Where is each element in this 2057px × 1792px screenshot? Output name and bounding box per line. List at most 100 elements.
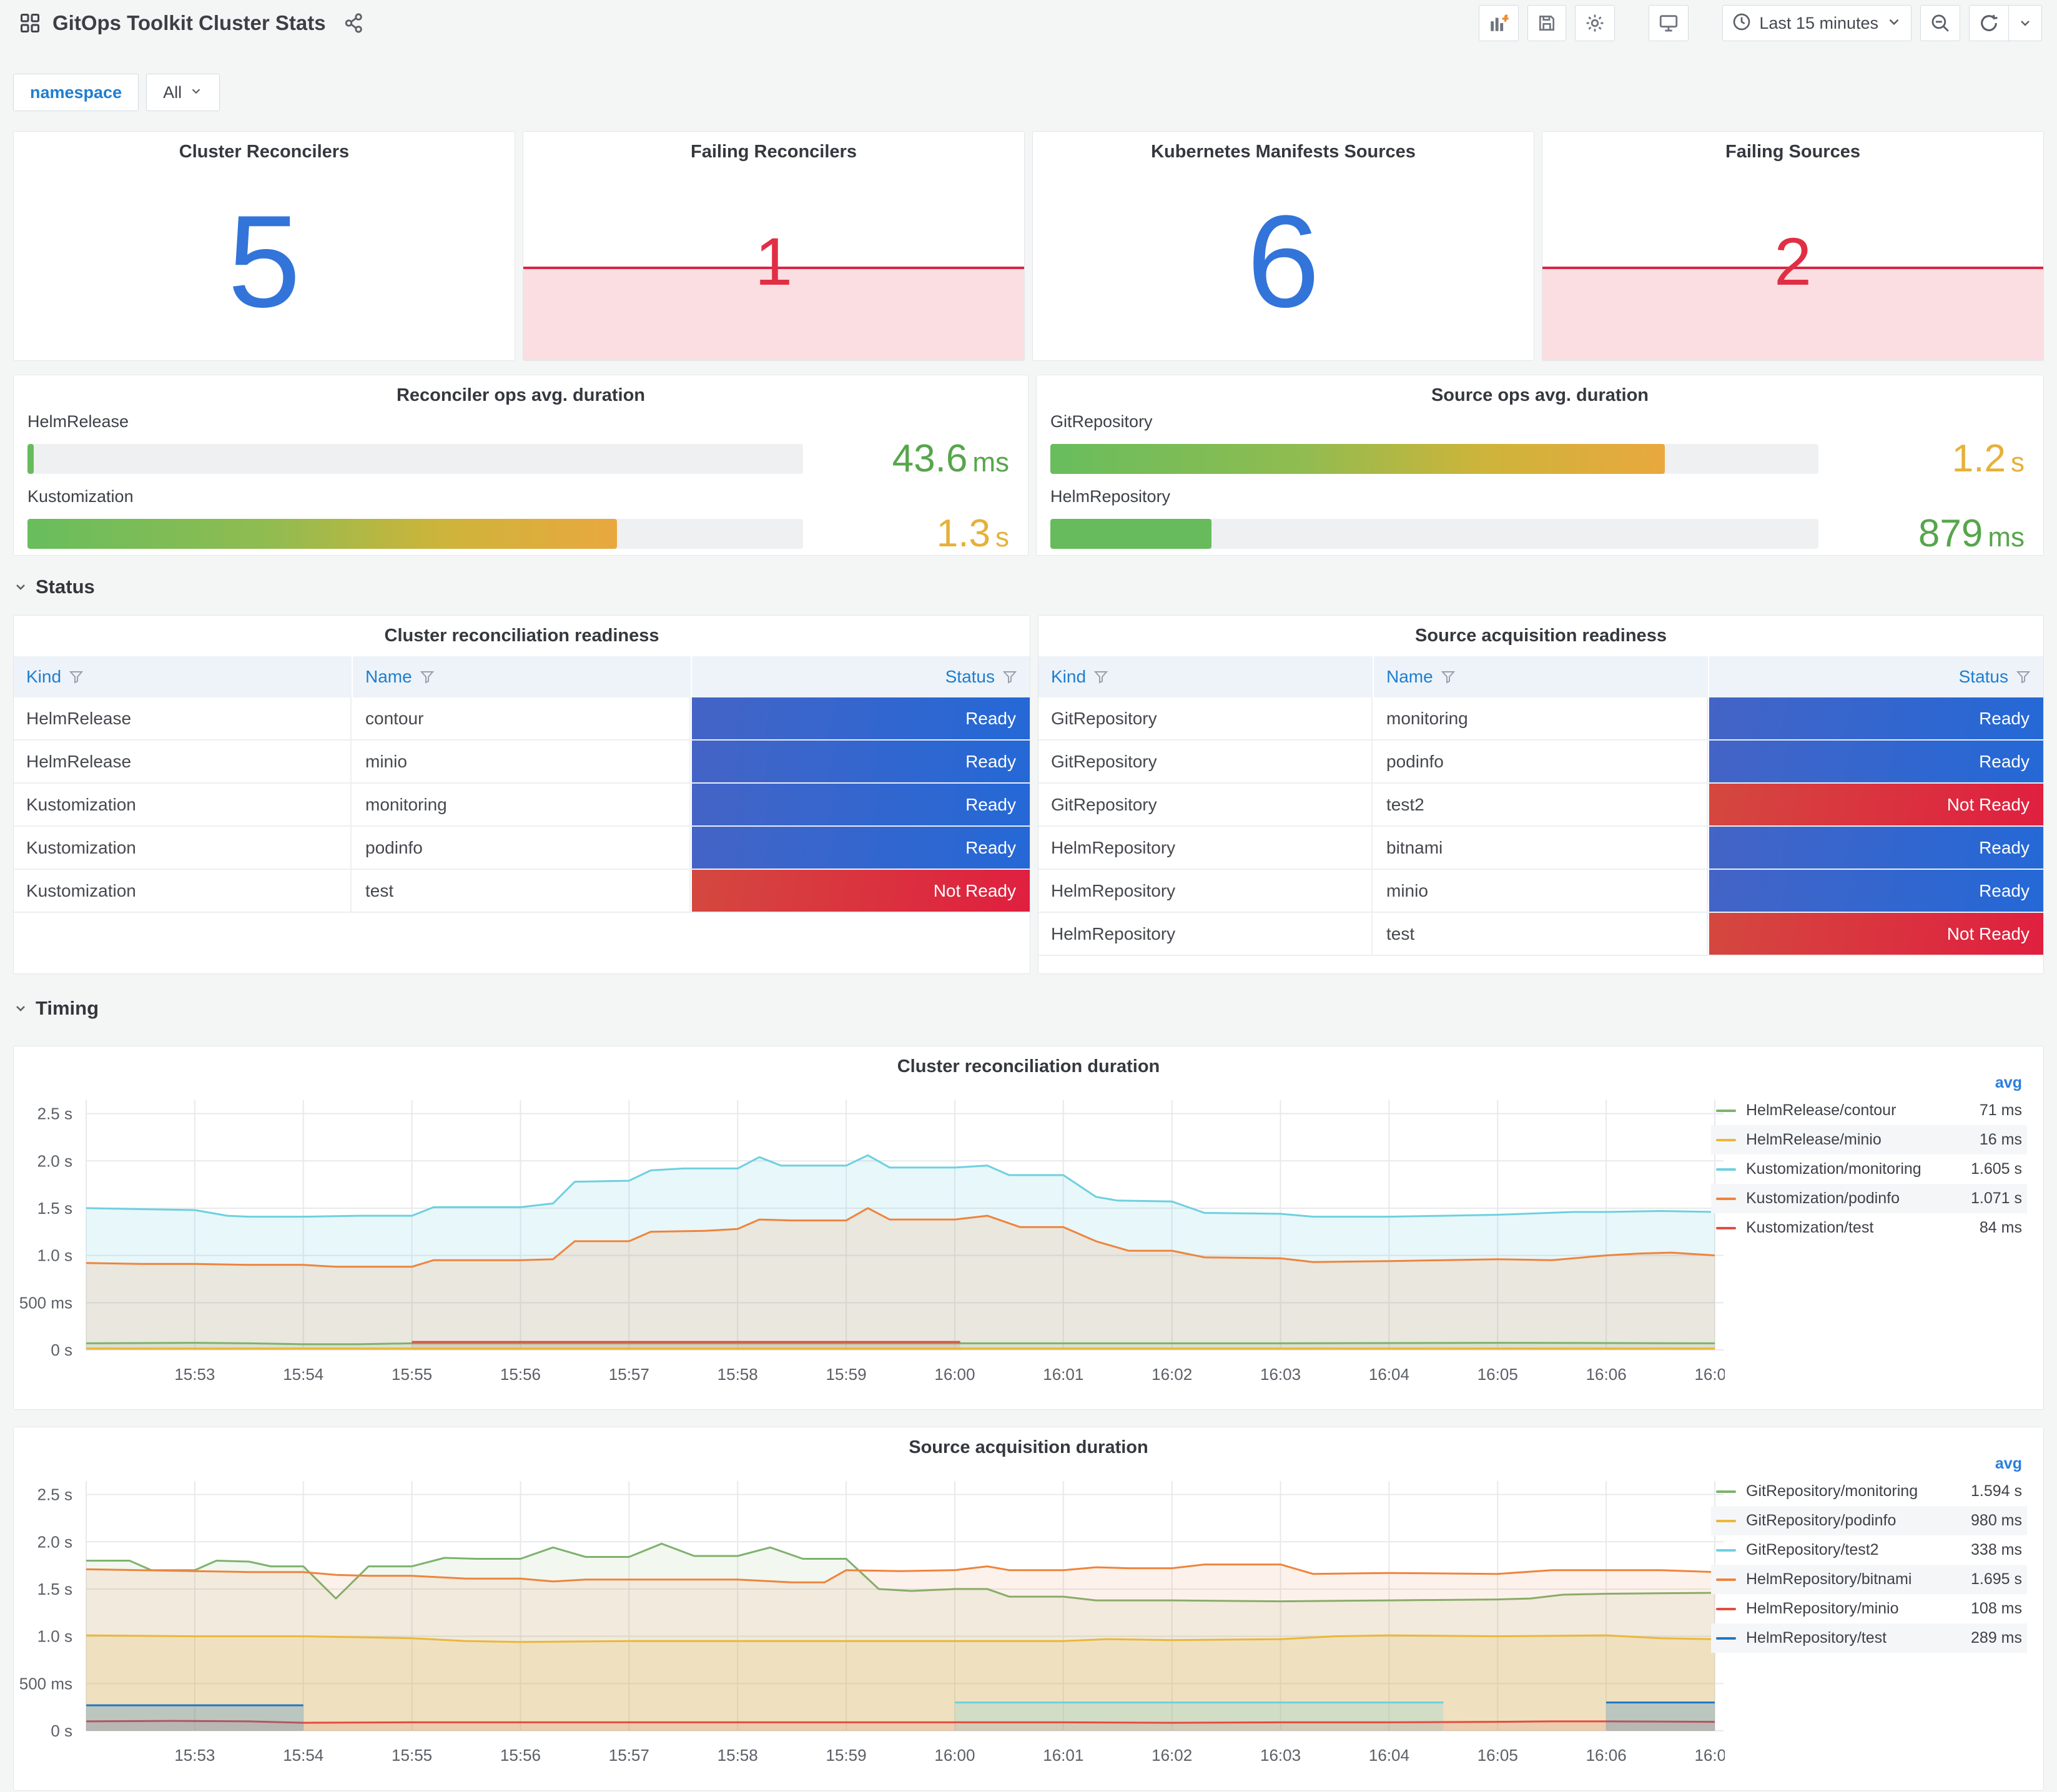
status-badge: Ready xyxy=(1709,741,2043,782)
series-line xyxy=(86,1342,1715,1346)
refresh-interval-dropdown[interactable] xyxy=(2009,5,2042,41)
table-row: Kustomization podinfo Ready xyxy=(14,827,1030,870)
y-axis-label: 1.5 s xyxy=(37,1580,72,1598)
namespace-variable-value-dropdown[interactable]: All xyxy=(146,74,220,111)
legend-item[interactable]: HelmRepository/minio 108 ms xyxy=(1711,1594,2027,1623)
x-axis-label: 16:07 xyxy=(1694,1365,1725,1384)
legend-item[interactable]: GitRepository/test2 338 ms xyxy=(1711,1535,2027,1565)
legend-item[interactable]: Kustomization/podinfo 1.071 s xyxy=(1711,1184,2027,1213)
panel-cluster-reconcilers: Cluster Reconcilers 5 xyxy=(13,131,515,361)
time-range-picker[interactable]: Last 15 minutes xyxy=(1722,5,1911,41)
gauge-label: Kustomization xyxy=(27,487,134,506)
legend-series-name: HelmRepository/bitnami xyxy=(1746,1570,1912,1588)
legend-item[interactable]: GitRepository/monitoring 1.594 s xyxy=(1711,1477,2027,1506)
legend-item[interactable]: Kustomization/test 84 ms xyxy=(1711,1213,2027,1243)
column-header-status[interactable]: Status xyxy=(1709,656,2043,697)
legend-item[interactable]: Kustomization/monitoring 1.605 s xyxy=(1711,1154,2027,1184)
cell-status: Not Ready xyxy=(692,870,1030,912)
legend-series-avg: 108 ms xyxy=(1971,1600,2022,1617)
share-icon[interactable] xyxy=(343,12,365,34)
panel-title[interactable]: Reconciler ops avg. duration xyxy=(396,385,646,405)
panel-source-acquisition-duration: Source acquisition duration 0 s 500 ms 1.0… xyxy=(13,1427,2044,1791)
page-title: GitOps Toolkit Cluster Stats xyxy=(52,11,326,34)
x-axis-label: 16:00 xyxy=(934,1746,975,1765)
panel-cluster-reconciliation-readiness: Cluster reconciliation readiness Kind Na… xyxy=(13,615,1030,974)
chart-legend: avg HelmRelease/contour 71 ms HelmRelease/m… xyxy=(1711,1074,2027,1243)
section-row-status[interactable]: Status xyxy=(13,576,95,598)
y-axis-label: 1.0 s xyxy=(37,1246,72,1265)
panel-kubernetes-manifests-sources: Kubernetes Manifests Sources 6 xyxy=(1032,131,1534,361)
legend-item[interactable]: HelmRepository/test 289 ms xyxy=(1711,1623,2027,1653)
panel-failing-sources: Failing Sources 2 xyxy=(1542,131,2044,361)
legend-item[interactable]: GitRepository/podinfo 980 ms xyxy=(1711,1506,2027,1535)
column-header-name[interactable]: Name xyxy=(353,656,691,697)
add-panel-button[interactable] xyxy=(1479,5,1519,41)
table-body: HelmRelease contour Ready HelmRelease minio R… xyxy=(14,697,1030,913)
panel-title[interactable]: Failing Sources xyxy=(1725,142,1860,162)
time-range-label: Last 15 minutes xyxy=(1759,13,1878,32)
legend-item[interactable]: HelmRelease/contour 71 ms xyxy=(1711,1096,2027,1125)
cell-name: test xyxy=(353,870,691,912)
refresh-button[interactable] xyxy=(1969,5,2009,41)
panel-title[interactable]: Failing Reconcilers xyxy=(691,142,857,162)
cycle-view-mode-button[interactable] xyxy=(1649,5,1689,41)
gauge-value: 879 ms xyxy=(1918,512,2025,555)
cell-name: monitoring xyxy=(353,784,691,825)
cell-status: Ready xyxy=(692,741,1030,782)
legend-item[interactable]: HelmRelease/minio 16 ms xyxy=(1711,1125,2027,1154)
dashboard-header: GitOps Toolkit Cluster Stats xyxy=(0,0,2057,56)
x-axis-label: 16:00 xyxy=(934,1365,975,1384)
panel-title[interactable]: Cluster reconciliation readiness xyxy=(384,626,659,646)
column-header-kind[interactable]: Kind xyxy=(14,656,352,697)
filter-icon[interactable] xyxy=(1093,669,1108,684)
table-row: HelmRepository bitnami Ready xyxy=(1038,827,2043,870)
x-axis-label: 15:53 xyxy=(174,1746,215,1765)
gauge-label: HelmRelease xyxy=(27,412,129,431)
status-badge: Ready xyxy=(692,827,1030,869)
clock-icon xyxy=(1732,12,1752,35)
dashboard-settings-button[interactable] xyxy=(1575,5,1616,41)
filter-icon[interactable] xyxy=(1441,669,1456,684)
status-badge: Ready xyxy=(692,697,1030,739)
table-header: Kind Name Status xyxy=(14,656,1030,697)
y-axis-label: 0 s xyxy=(51,1341,72,1359)
legend-series-color xyxy=(1716,1548,1736,1552)
filter-icon[interactable] xyxy=(2016,669,2031,684)
x-axis-label: 15:57 xyxy=(609,1365,649,1384)
filter-icon[interactable] xyxy=(69,669,84,684)
legend-avg-header[interactable]: avg xyxy=(1995,1455,2022,1472)
zoom-out-button[interactable] xyxy=(1920,5,1960,41)
namespace-variable-label[interactable]: namespace xyxy=(13,74,139,111)
legend-series-name: GitRepository/test2 xyxy=(1746,1541,1879,1558)
chevron-down-icon xyxy=(16,1006,25,1012)
column-header-kind[interactable]: Kind xyxy=(1038,656,1373,697)
column-header-name[interactable]: Name xyxy=(1374,656,1708,697)
panel-title[interactable]: Source ops avg. duration xyxy=(1431,385,1649,405)
chart-legend: avg GitRepository/monitoring 1.594 s GitRep… xyxy=(1711,1455,2027,1653)
x-axis-label: 15:57 xyxy=(609,1746,649,1765)
column-header-status[interactable]: Status xyxy=(692,656,1030,697)
gauge-label: GitRepository xyxy=(1050,412,1153,431)
panel-title[interactable]: Cluster Reconcilers xyxy=(179,142,350,162)
panel-title[interactable]: Source acquisition readiness xyxy=(1415,626,1667,646)
cell-name: minio xyxy=(1374,870,1708,912)
filter-icon[interactable] xyxy=(1002,669,1017,684)
cell-name: minio xyxy=(353,741,691,782)
legend-avg-header[interactable]: avg xyxy=(1995,1074,2022,1091)
section-row-timing[interactable]: Timing xyxy=(13,997,99,1020)
y-axis-label: 500 ms xyxy=(19,1674,72,1693)
dashboard-grid-icon[interactable] xyxy=(19,12,41,34)
x-axis-label: 15:58 xyxy=(718,1746,758,1765)
cell-status: Ready xyxy=(692,697,1030,739)
cell-status: Ready xyxy=(1709,741,2043,782)
panel-title[interactable]: Cluster reconciliation duration xyxy=(897,1056,1160,1076)
save-dashboard-button[interactable] xyxy=(1527,5,1567,41)
legend-item[interactable]: HelmRepository/bitnami 1.695 s xyxy=(1711,1565,2027,1594)
legend-series-avg: 338 ms xyxy=(1971,1541,2022,1558)
x-axis-label: 15:54 xyxy=(283,1746,323,1765)
legend-series-color xyxy=(1716,1490,1736,1493)
legend-series-color xyxy=(1716,1637,1736,1640)
panel-title[interactable]: Source acquisition duration xyxy=(909,1437,1148,1457)
panel-title[interactable]: Kubernetes Manifests Sources xyxy=(1151,142,1416,162)
filter-icon[interactable] xyxy=(420,669,435,684)
